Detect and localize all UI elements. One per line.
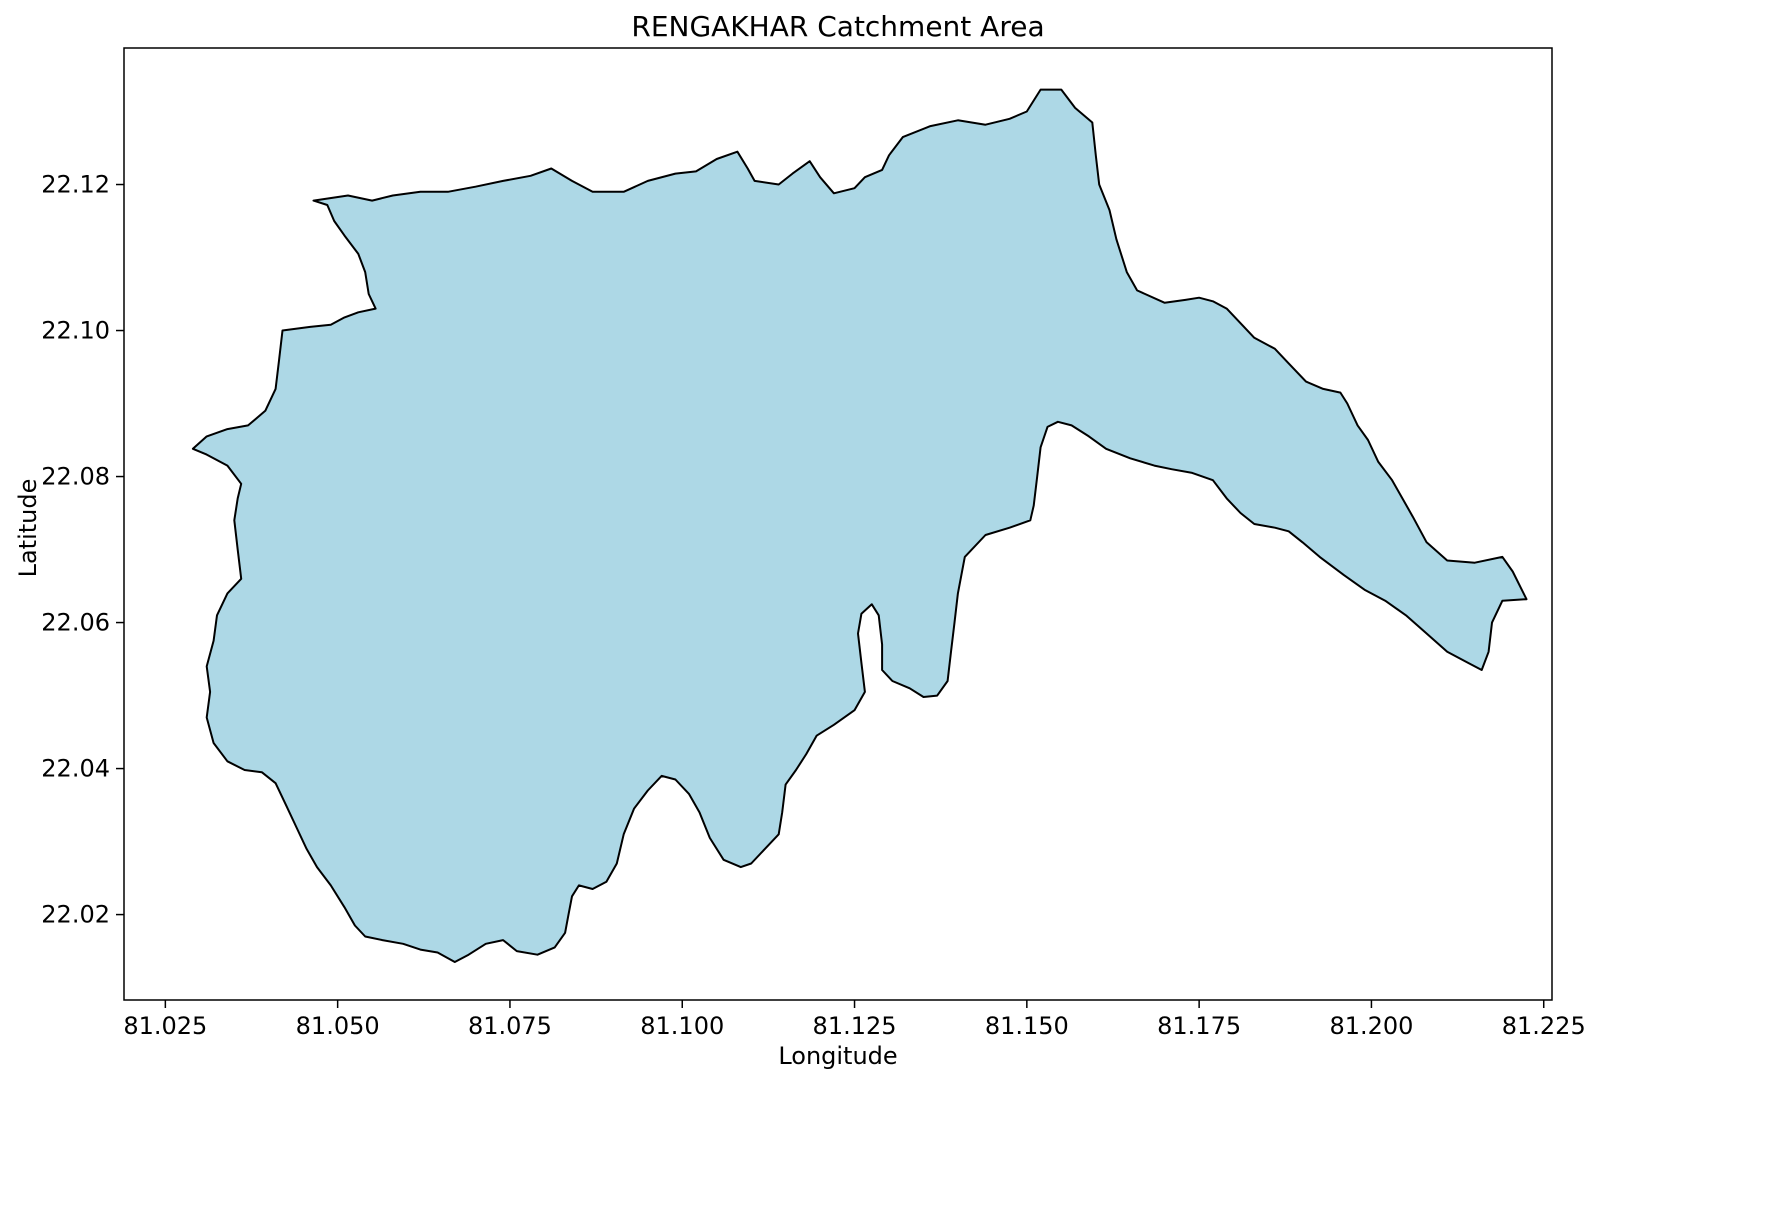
y-tick-label: 22.06 (41, 609, 110, 637)
x-tick-label: 81.075 (468, 1012, 552, 1040)
x-tick-label: 81.125 (813, 1012, 897, 1040)
x-tick-label: 81.100 (640, 1012, 724, 1040)
catchment-polygon (191, 88, 1528, 963)
x-tick-label: 81.225 (1502, 1012, 1586, 1040)
y-tick-label: 22.04 (41, 755, 110, 783)
x-axis-label: Longitude (778, 1042, 897, 1070)
x-tick-label: 81.050 (296, 1012, 380, 1040)
y-tick-label: 22.02 (41, 901, 110, 929)
y-tick-label: 22.10 (41, 317, 110, 345)
y-tick-label: 22.12 (41, 171, 110, 199)
x-tick-label: 81.175 (1157, 1012, 1241, 1040)
x-tick-label: 81.150 (985, 1012, 1069, 1040)
x-tick-label: 81.025 (123, 1012, 207, 1040)
chart-title: RENGAKHAR Catchment Area (631, 10, 1044, 43)
x-tick-label: 81.200 (1329, 1012, 1413, 1040)
y-axis-label: Latitude (14, 479, 42, 578)
axes-frame (123, 47, 1553, 1001)
y-tick-label: 22.08 (41, 463, 110, 491)
